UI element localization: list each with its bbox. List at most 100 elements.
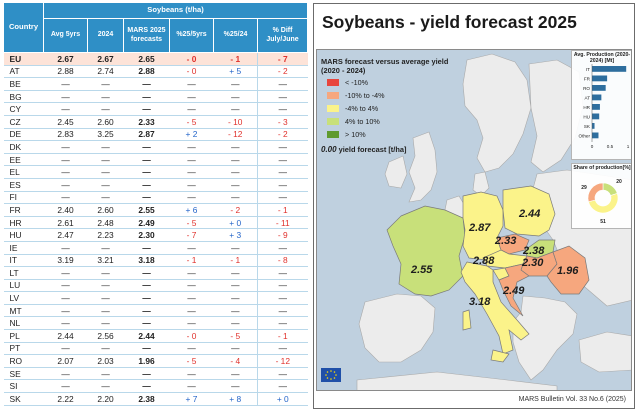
value-cell: — <box>123 90 170 104</box>
country-it-island[interactable] <box>490 349 510 363</box>
value-cell: 3.21 <box>87 254 124 268</box>
value-cell: - 1 <box>257 203 308 217</box>
value-cell: — <box>169 191 214 205</box>
value-cell: — <box>43 304 88 318</box>
value-cell: 2.03 <box>87 354 124 368</box>
country-it-island[interactable] <box>462 309 472 331</box>
column-header: 2024 <box>87 18 124 53</box>
legend-item: -4% to 4% <box>321 104 491 115</box>
table-row: AT 2.88 2.74 2.88- 0 + 5- 2 <box>3 65 308 79</box>
value-cell: + 0 <box>257 392 308 406</box>
value-cell: — <box>123 140 170 154</box>
value-cell: — <box>169 165 214 179</box>
country-cell: FI <box>3 191 44 205</box>
country-ro[interactable] <box>546 245 590 295</box>
value-cell: — <box>43 140 88 154</box>
value-cell: — <box>87 77 124 91</box>
value-cell: - 5 <box>169 354 214 368</box>
legend-item: > 10% <box>321 130 491 141</box>
value-cell: — <box>169 241 214 255</box>
table-row: FR 2.40 2.60 2.55 + 6- 2- 1 <box>3 203 308 217</box>
table-row: SE — — — — — — <box>3 367 308 381</box>
value-cell: - 5 <box>169 115 214 129</box>
value-cell: — <box>169 102 214 116</box>
value-cell: — <box>43 279 88 293</box>
production-bar <box>592 104 600 111</box>
value-cell: — <box>87 291 124 305</box>
value-cell: — <box>43 178 88 192</box>
value-cell: — <box>169 379 214 394</box>
value-cell: - 4 <box>213 354 258 368</box>
map-legend: MARS forecast versus average yield (2020… <box>321 57 491 154</box>
value-cell: — <box>123 367 170 381</box>
value-cell: - 0 <box>169 52 214 66</box>
legend-swatch <box>327 130 339 138</box>
production-bar <box>592 85 606 92</box>
share-slice-label: 29 <box>581 185 587 191</box>
value-cell: - 5 <box>213 329 258 343</box>
country-hr[interactable] <box>498 263 530 317</box>
value-cell: 2.23 <box>87 228 124 242</box>
table-row: ES — — — — — — <box>3 178 308 192</box>
legend-label: 4% to 10% <box>345 116 380 126</box>
value-cell: - 8 <box>257 254 308 268</box>
value-cell: - 9 <box>257 228 308 242</box>
value-cell: + 5 <box>213 65 258 79</box>
legend-yield-label: yield forecast [t/ha] <box>338 144 407 154</box>
column-header: Avg 5yrs <box>43 18 88 53</box>
value-cell: 2.47 <box>43 228 88 242</box>
legend-label: > 10% <box>345 129 366 139</box>
production-bar <box>592 123 595 130</box>
legend-label: -4% to 4% <box>345 103 379 113</box>
value-cell: — <box>213 90 258 104</box>
map-panel: Soybeans - yield forecast 2025 <box>313 3 635 409</box>
production-bar <box>592 75 608 82</box>
value-cell: — <box>87 153 124 167</box>
share-chart-title: Share of production[%] <box>573 165 631 171</box>
country-pl[interactable] <box>502 185 556 237</box>
value-cell: — <box>257 102 308 116</box>
country-cell: SE <box>3 367 44 381</box>
value-cell: 2.67 <box>43 52 88 66</box>
table-row: LU — — — — — — <box>3 279 308 293</box>
value-cell: — <box>123 266 170 280</box>
production-tick-label: 1 <box>627 144 630 149</box>
value-cell: — <box>257 342 308 356</box>
production-bar-label: IT <box>586 67 590 72</box>
country-cell: LT <box>3 266 44 280</box>
production-bar-label: HU <box>583 115 590 120</box>
value-cell: — <box>43 291 88 305</box>
legend-swatch <box>327 117 339 125</box>
table-row: NL — — — — — — <box>3 316 308 331</box>
value-cell: — <box>213 266 258 280</box>
table-row: HU 2.47 2.23 2.30- 7 + 3- 9 <box>3 228 308 242</box>
value-cell: — <box>213 77 258 91</box>
value-cell: — <box>87 102 124 116</box>
country-fr[interactable] <box>386 205 466 297</box>
table-row: IT 3.19 3.21 3.18- 1- 1- 8 <box>3 254 308 268</box>
production-tick-label: 0 <box>591 144 594 149</box>
value-cell: — <box>87 140 124 154</box>
country-cell: NL <box>3 316 44 331</box>
value-cell: — <box>169 90 214 104</box>
column-header: MARS 2025 forecasts <box>123 18 170 53</box>
value-cell: + 2 <box>169 128 214 142</box>
country-cell: ES <box>3 178 44 192</box>
country-cell: HU <box>3 228 44 242</box>
value-cell: — <box>257 304 308 318</box>
column-header: %25/5yrs <box>169 18 214 53</box>
value-cell: 3.19 <box>43 254 88 268</box>
map-label-pl: 2.44 <box>519 208 541 220</box>
value-cell: — <box>87 342 124 356</box>
country-it[interactable] <box>460 261 530 355</box>
value-cell: — <box>123 379 170 394</box>
legend-item: 4% to 10% <box>321 117 491 128</box>
value-cell: - 1 <box>213 254 258 268</box>
value-cell: — <box>43 266 88 280</box>
europe-map[interactable]: MARS forecast versus average yield (2020… <box>316 49 632 391</box>
value-cell: — <box>169 77 214 91</box>
value-cell: — <box>213 379 258 394</box>
value-cell: - 7 <box>169 228 214 242</box>
legend-yield-note: 0.00 yield forecast [t/ha] <box>321 145 491 154</box>
table-row: EU 2.67 2.67 2.65- 0- 1- 7 <box>3 52 308 66</box>
